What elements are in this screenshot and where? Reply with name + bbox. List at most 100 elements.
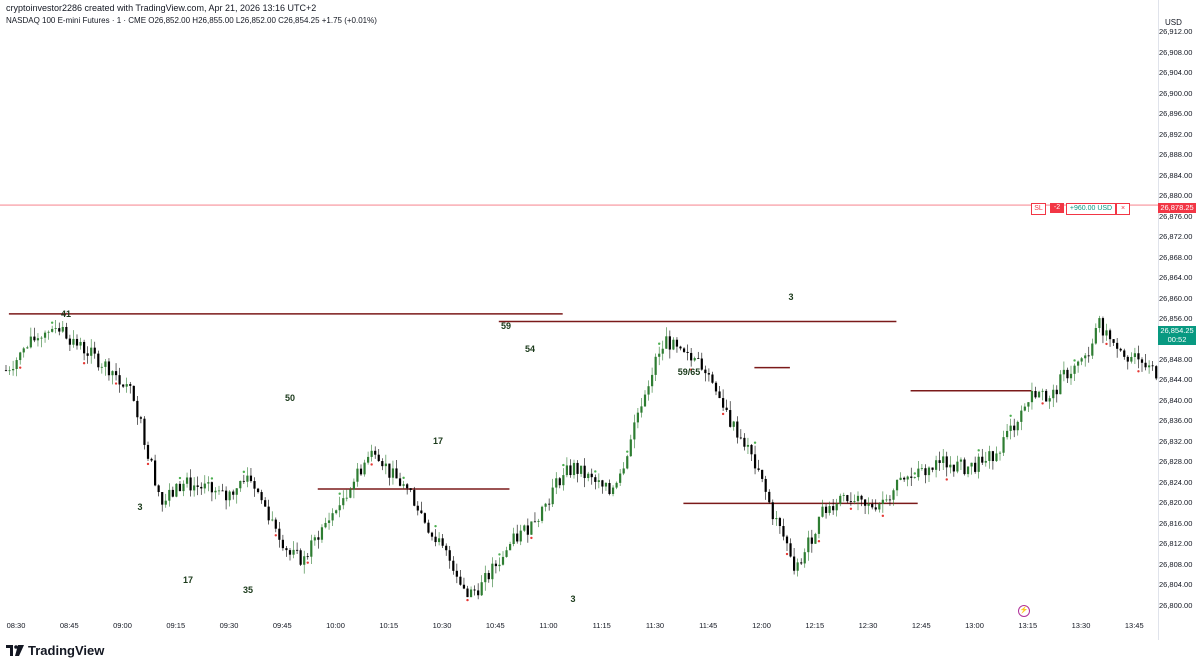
time-tick: 09:15: [166, 621, 186, 630]
candle: [86, 346, 89, 364]
candle: [501, 551, 505, 566]
candle: [899, 472, 902, 481]
candle: [377, 448, 380, 462]
price-tick: 26,904.00: [1159, 68, 1193, 78]
candle: [604, 481, 608, 491]
candle: [459, 569, 462, 586]
candle: [537, 518, 540, 528]
candle: [608, 479, 611, 496]
candle: [182, 480, 185, 497]
close-position-button[interactable]: ×: [1116, 203, 1130, 215]
price-tick: 26,884.00: [1159, 170, 1193, 180]
candle: [164, 493, 167, 508]
candle: [1041, 388, 1044, 401]
candle: [1094, 323, 1097, 345]
candle: [626, 454, 629, 470]
candle: [1066, 367, 1069, 383]
candle: [40, 336, 43, 348]
candle: [1108, 328, 1112, 347]
candle: [107, 358, 111, 381]
time-tick: 09:45: [272, 621, 292, 630]
candle: [1027, 402, 1030, 412]
candle: [68, 334, 71, 352]
pivot-dot: [1105, 342, 1108, 346]
candle: [97, 350, 100, 371]
price-tick: 26,912.00: [1159, 27, 1193, 37]
price-tick: 26,880.00: [1159, 191, 1193, 201]
candle: [871, 499, 874, 510]
candle: [853, 494, 856, 505]
candle: [682, 347, 686, 354]
pivot-dot: [370, 463, 373, 466]
candle: [313, 534, 316, 546]
price-tick: 26,848.00: [1159, 354, 1193, 364]
symbol-legend[interactable]: NASDAQ 100 E-mini Futures · 1 · CME O26,…: [6, 16, 377, 25]
candle: [29, 327, 32, 349]
candle: [150, 457, 153, 462]
price-tick: 26,856.00: [1159, 314, 1193, 323]
price-axis[interactable]: [1158, 0, 1199, 640]
time-tick: 13:00: [965, 621, 984, 630]
candle: [349, 487, 352, 499]
candle: [885, 494, 888, 503]
candle: [1140, 357, 1144, 372]
candle: [285, 545, 288, 557]
candle: [320, 524, 324, 543]
tradingview-logo[interactable]: TradingView: [6, 643, 104, 658]
candle: [984, 451, 987, 467]
candle: [860, 494, 863, 507]
candle: [771, 499, 774, 526]
candle: [658, 346, 661, 366]
candle: [640, 397, 643, 418]
candle: [782, 518, 785, 541]
candle: [420, 501, 423, 514]
candle: [363, 459, 366, 477]
chart-canvas[interactable]: 41 3 17 35 50 17 59 54 3 59/65 3: [0, 0, 1158, 640]
candle: [803, 548, 806, 568]
candle: [931, 467, 934, 473]
pivot-dot: [50, 321, 54, 324]
candle: [949, 456, 952, 474]
lightning-icon[interactable]: ⚡: [1018, 605, 1030, 617]
candle: [665, 327, 668, 349]
price-tick: 26,820.00: [1159, 498, 1193, 508]
candle: [622, 462, 625, 476]
candle: [1016, 420, 1019, 436]
candle: [1062, 361, 1065, 382]
pivot-dot: [721, 412, 725, 416]
wave-count-label: 59: [501, 321, 511, 331]
candle: [356, 462, 359, 487]
candle: [750, 444, 753, 462]
price-tick: 26,900.00: [1159, 88, 1193, 98]
position-pnl[interactable]: +960.00 USD: [1066, 203, 1116, 215]
candle: [228, 490, 231, 507]
candle: [494, 560, 497, 574]
candle: [271, 511, 274, 522]
candle: [114, 363, 118, 381]
candle: [959, 457, 963, 471]
candle: [381, 458, 384, 471]
candle: [274, 517, 277, 533]
candle: [1080, 357, 1083, 366]
tradingview-brand: TradingView: [28, 643, 105, 658]
candle: [398, 472, 402, 487]
candle: [391, 460, 395, 485]
time-tick: 09:30: [219, 621, 239, 630]
candle: [253, 477, 256, 497]
candle: [654, 353, 657, 381]
sl-tag[interactable]: SL: [1031, 203, 1046, 215]
candle: [707, 368, 710, 382]
candle: [643, 390, 647, 407]
wave-count-label: 3: [137, 502, 142, 512]
candle: [956, 455, 959, 474]
candle: [26, 345, 29, 349]
candle: [558, 477, 561, 489]
candle: [335, 509, 338, 515]
candle: [672, 337, 675, 351]
candle: [1084, 352, 1087, 367]
position-qty[interactable]: -2: [1050, 203, 1064, 213]
price-tick: 26,888.00: [1159, 150, 1193, 160]
candle: [1130, 352, 1133, 364]
candle: [1030, 382, 1034, 410]
currency-label: USD: [1165, 18, 1182, 27]
